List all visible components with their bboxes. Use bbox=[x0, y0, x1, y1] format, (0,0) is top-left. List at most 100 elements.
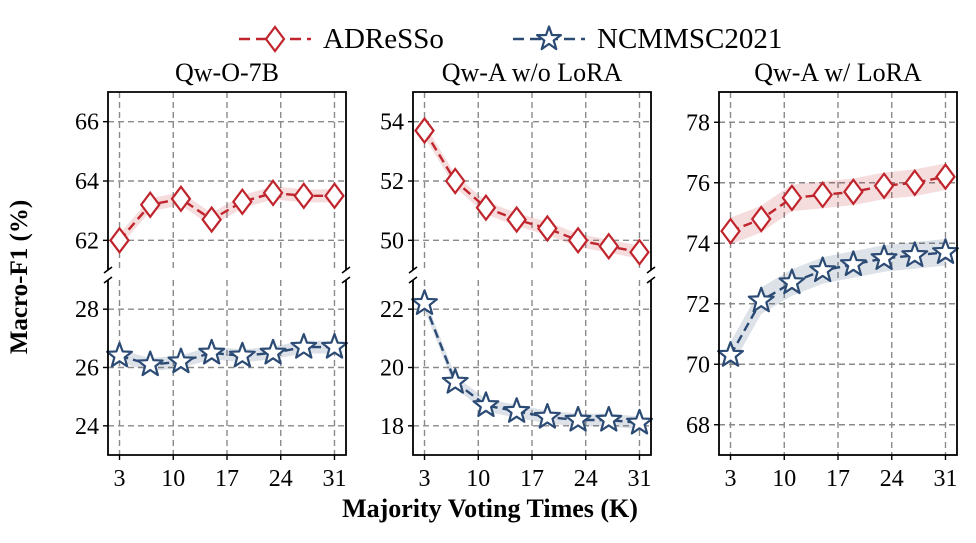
p1-break-mark-2 bbox=[341, 266, 351, 274]
p2-top-ytick-label-1: 50 bbox=[380, 228, 404, 254]
p3-main-ytick-label-4: 74 bbox=[686, 231, 710, 257]
panel-title-1: Qw-O-7B bbox=[175, 58, 279, 87]
p1-top-point-5 bbox=[231, 187, 253, 216]
p1-xtick-label-4: 24 bbox=[269, 466, 293, 492]
p1-bottom-point-4 bbox=[198, 338, 226, 365]
p2-xtick-label-5: 31 bbox=[627, 466, 651, 492]
legend-label-adresso: ADReSSo bbox=[323, 22, 444, 55]
p2-xtick-label-1: 3 bbox=[419, 466, 431, 492]
p2-top-point-7 bbox=[598, 232, 620, 261]
p2-bottom-point-7 bbox=[595, 405, 623, 432]
p3-series1-point-7 bbox=[904, 168, 926, 197]
p3-xtick-label-5: 31 bbox=[933, 466, 957, 492]
p3-xtick-label-4: 24 bbox=[880, 466, 904, 492]
p1-bottom-point-7 bbox=[290, 332, 318, 359]
legend-label-ncmmsc2021: NCMMSC2021 bbox=[597, 22, 783, 55]
p2-top-line bbox=[423, 129, 640, 254]
p1-xtick-label-1: 3 bbox=[114, 466, 126, 492]
p2-xtick-label-3: 17 bbox=[520, 466, 544, 492]
p2-bottom-point-1 bbox=[411, 289, 438, 315]
p1-xtick-label-3: 17 bbox=[215, 466, 239, 492]
p3-frame bbox=[718, 91, 958, 456]
p2-bottom-point-4 bbox=[503, 397, 531, 423]
p3-series2-point-7 bbox=[901, 241, 929, 267]
p2-top-point-6 bbox=[567, 226, 589, 255]
legend-item-adresso: ADReSSo bbox=[237, 18, 444, 60]
p2-top-point-8 bbox=[629, 238, 650, 267]
p1-top-point-8 bbox=[324, 181, 345, 210]
p1-top-point-3 bbox=[170, 184, 192, 213]
p3-xtick-label-3: 17 bbox=[826, 466, 850, 492]
p3-series1-point-1 bbox=[720, 217, 741, 245]
legend-star-marker-icon bbox=[513, 25, 585, 51]
p2-bottom-point-8 bbox=[626, 408, 653, 435]
p2-break-mark-2 bbox=[646, 266, 656, 274]
p3-series2-line bbox=[729, 251, 946, 356]
p2-bottom-point-3 bbox=[472, 391, 500, 418]
p3-xtick-label-2: 10 bbox=[772, 466, 796, 492]
p3-series2-point-6 bbox=[870, 244, 898, 270]
legend-diamond-marker-icon bbox=[239, 25, 311, 53]
legend: ADReSSo NCMMSC2021 bbox=[0, 18, 976, 60]
p1-break-mark-4 bbox=[341, 276, 351, 284]
p3-series1-point-2 bbox=[750, 205, 772, 233]
x-axis-label: Majority Voting Times (K) bbox=[342, 494, 638, 523]
p2-bottom-ytick-label-2: 20 bbox=[380, 356, 404, 382]
p2-break-mark-4 bbox=[646, 276, 656, 284]
p3-series2-point-2 bbox=[747, 286, 775, 313]
p1-bottom-ytick-label-2: 26 bbox=[75, 356, 99, 382]
p3-series1-point-4 bbox=[812, 181, 834, 209]
p2-break-mark-1 bbox=[408, 266, 418, 274]
p3-series2-point-3 bbox=[778, 268, 806, 295]
p1-top-line bbox=[118, 191, 335, 242]
p2-bottom-point-2 bbox=[441, 367, 469, 394]
p3-series1-point-8 bbox=[935, 162, 956, 191]
p3-main-ytick-label-6: 78 bbox=[686, 110, 710, 136]
p1-top-point-7 bbox=[293, 181, 315, 210]
y-axis-label: Macro-F1 (%) bbox=[6, 199, 33, 355]
p1-top-ytick-label-1: 62 bbox=[75, 228, 99, 254]
p1-top-ytick-label-2: 64 bbox=[75, 169, 99, 195]
p2-bottom-ytick-label-3: 22 bbox=[380, 297, 404, 323]
p1-bottom-point-5 bbox=[228, 341, 256, 368]
p3-series1-point-3 bbox=[781, 184, 803, 212]
p2-top-ytick-label-3: 54 bbox=[380, 110, 404, 136]
p2-top-ytick-label-2: 52 bbox=[380, 169, 404, 195]
p1-top-frame bbox=[107, 91, 347, 270]
p2-top-frame bbox=[412, 91, 652, 270]
p1-top-ytick-label-3: 66 bbox=[75, 110, 99, 136]
p1-break-mark-1 bbox=[103, 266, 113, 274]
p3-series2-point-4 bbox=[809, 256, 837, 283]
panel-title-3: Qw-A w/ LoRA bbox=[754, 58, 922, 87]
p3-xtick-label-1: 3 bbox=[725, 466, 737, 492]
p1-bottom-frame bbox=[107, 280, 347, 456]
p1-bottom-point-3 bbox=[167, 347, 195, 374]
p2-xtick-label-2: 10 bbox=[466, 466, 490, 492]
p1-top-point-2 bbox=[139, 190, 161, 219]
p3-series2-point-5 bbox=[839, 250, 867, 277]
p3-main-ytick-label-2: 70 bbox=[686, 352, 710, 378]
p1-bottom-ytick-label-3: 28 bbox=[75, 297, 99, 323]
p1-xtick-label-2: 10 bbox=[161, 466, 185, 492]
p1-bottom-point-1 bbox=[106, 341, 133, 368]
p3-main-ytick-label-5: 76 bbox=[686, 171, 710, 197]
p2-top-point-1 bbox=[414, 116, 435, 145]
p1-bottom-ytick-label-1: 24 bbox=[75, 414, 99, 440]
p2-bottom-ytick-label-1: 18 bbox=[380, 414, 404, 440]
panel-title-2: Qw-A w/o LoRA bbox=[441, 58, 623, 87]
p2-bottom-band bbox=[424, 296, 640, 430]
p2-top-point-2 bbox=[444, 167, 466, 195]
p1-top-point-6 bbox=[262, 179, 284, 207]
p3-main-ytick-label-1: 68 bbox=[686, 413, 710, 439]
legend-item-ncmmsc2021: NCMMSC2021 bbox=[511, 18, 782, 60]
p3-series2-point-8 bbox=[932, 238, 959, 264]
p3-series1-point-6 bbox=[873, 171, 895, 200]
p1-bottom-point-6 bbox=[259, 338, 287, 365]
p2-top-point-5 bbox=[536, 214, 558, 243]
p2-bottom-point-6 bbox=[564, 405, 592, 432]
p3-series1-point-5 bbox=[842, 177, 864, 206]
p1-bottom-point-8 bbox=[321, 332, 348, 359]
p2-bottom-frame bbox=[412, 280, 652, 456]
p1-xtick-label-5: 31 bbox=[322, 466, 346, 492]
